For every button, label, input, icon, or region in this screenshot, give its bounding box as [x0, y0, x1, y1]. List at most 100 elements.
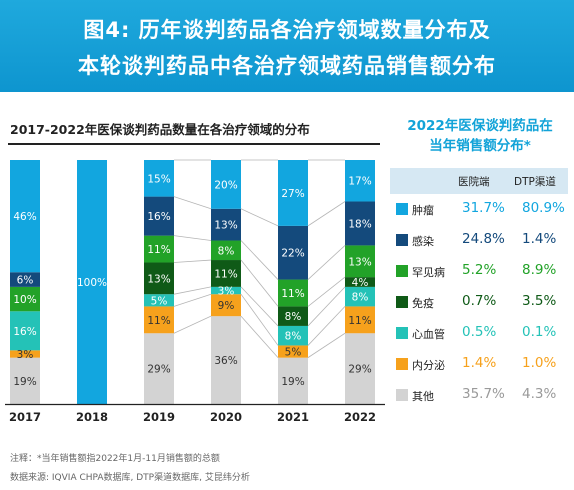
- data-label-2017-感染: 6%: [17, 275, 34, 287]
- legend-swatch-内分泌: [396, 358, 408, 370]
- bar-segment-2019-内分泌: [144, 306, 174, 334]
- dtp-share-value: 1.0%: [522, 355, 557, 371]
- bar-segment-2019-感染: [144, 196, 174, 236]
- connector-其他-2021-2022: [307, 332, 346, 358]
- data-label-2019-罕见病: 11%: [147, 244, 170, 256]
- connector-心血管-2019-2020: [173, 286, 212, 295]
- banner-title-line-2: 本轮谈判药品中各治疗领域药品销售额分布: [78, 54, 496, 78]
- data-label-2021-免疫: 8%: [285, 311, 302, 323]
- row-category-label: 感染: [412, 235, 434, 248]
- hospital-share-value: 0.5%: [462, 324, 497, 340]
- bar-segment-2022-罕见病: [345, 245, 375, 278]
- data-label-2019-感染: 16%: [147, 211, 170, 223]
- connector-内分泌-2021-2022: [307, 306, 346, 346]
- row-category-label: 罕见病: [412, 266, 445, 279]
- footnote-note: 注释：*当年销售额指2022年1月-11月销售额的总额: [10, 454, 220, 464]
- bar-segment-2017-内分泌: [10, 350, 40, 358]
- bar-segment-2022-内分泌: [345, 306, 375, 334]
- sales-table-title: 2022年医保谈判药品在 当年销售额分布*: [390, 116, 570, 156]
- title-banner: 图4: 历年谈判药品各治疗领域数量分布及 本轮谈判药品中各治疗领域药品销售额分布: [0, 0, 574, 92]
- hospital-share-value: 1.4%: [462, 355, 497, 371]
- legend-swatch-心血管: [396, 327, 408, 339]
- dtp-share-value: 4.3%: [522, 386, 557, 402]
- data-label-2022-其他: 29%: [348, 364, 371, 376]
- bar-segment-2020-内分泌: [211, 294, 241, 317]
- dtp-share-value: 3.5%: [522, 293, 557, 309]
- data-label-2018-肿瘤: 100%: [77, 277, 107, 289]
- legend-swatch-免疫: [396, 296, 408, 308]
- dtp-share-value: 1.4%: [522, 231, 557, 247]
- bar-segment-2020-肿瘤: [211, 160, 241, 209]
- bar-segment-2021-其他: [278, 357, 308, 404]
- bar-segment-2019-心血管: [144, 294, 174, 307]
- chart-title: 2017-2022年医保谈判药品数量在各治疗领域的分布: [10, 122, 310, 137]
- row-category-label: 其他: [412, 390, 434, 403]
- connector-免疫-2021-2022: [307, 276, 346, 307]
- table-row: 罕见病 5.2% 8.9%: [390, 256, 568, 287]
- connector-内分泌-2020-2021: [240, 293, 279, 346]
- hospital-share-value: 24.8%: [462, 231, 505, 247]
- legend-swatch-其他: [396, 389, 408, 401]
- legend-swatch-感染: [396, 234, 408, 246]
- footnote-source: 数据来源: IQVIA CHPA数据库, DTP渠道数据库, 艾昆纬分析: [10, 473, 250, 483]
- chart-title-divider: [8, 143, 380, 145]
- data-label-2020-内分泌: 9%: [218, 300, 235, 312]
- table-row: 其他 35.7% 4.3%: [390, 380, 568, 411]
- dtp-share-value: 8.9%: [522, 262, 557, 278]
- hospital-share-value: 31.7%: [462, 200, 505, 216]
- data-label-2020-心血管: 3%: [218, 286, 235, 298]
- bar-segment-2021-肿瘤: [278, 160, 308, 226]
- bar-segment-2021-内分泌: [278, 345, 308, 358]
- data-label-2021-感染: 22%: [281, 248, 304, 260]
- table-row: 内分泌 1.4% 1.0%: [390, 349, 568, 380]
- data-label-2022-心血管: 8%: [352, 292, 369, 304]
- connector-免疫-2020-2021: [240, 259, 279, 307]
- data-label-2021-肿瘤: 27%: [281, 188, 304, 200]
- x-tick-label-2020: 2020: [210, 410, 242, 424]
- sales-table-header: 医院端 DTP渠道: [390, 168, 568, 194]
- bar-segment-2020-其他: [211, 316, 241, 404]
- bar-segment-2017-感染: [10, 272, 40, 287]
- table-row: 感染 24.8% 1.4%: [390, 225, 568, 256]
- connector-罕见病-2021-2022: [307, 245, 346, 280]
- connector-内分泌-2019-2020: [173, 293, 212, 307]
- connector-罕见病-2020-2021: [240, 240, 279, 280]
- bar-segment-2019-其他: [144, 333, 174, 404]
- row-category-label: 肿瘤: [412, 204, 434, 217]
- x-tick-label-2021: 2021: [277, 410, 309, 424]
- stacked-bar-chart: 19% 3% 16% 10% 6% 46% 100% 29% 11% 5% 13% 11% 16% 15%…: [5, 159, 385, 424]
- column-header-hospital: 医院端: [458, 176, 490, 188]
- bar-segment-2021-心血管: [278, 325, 308, 346]
- connector-心血管-2020-2021: [240, 286, 279, 327]
- row-category-label: 心血管: [412, 328, 445, 341]
- bar-segment-2022-心血管: [345, 286, 375, 307]
- data-label-2021-心血管: 8%: [285, 331, 302, 343]
- bar-segment-2017-心血管: [10, 311, 40, 351]
- bar-segment-2021-感染: [278, 225, 308, 280]
- hospital-share-value: 0.7%: [462, 293, 497, 309]
- data-label-2021-罕见病: 11%: [281, 288, 304, 300]
- hospital-share-value: 35.7%: [462, 386, 505, 402]
- data-label-2019-内分泌: 11%: [147, 315, 170, 327]
- bar-segment-2020-免疫: [211, 260, 241, 287]
- bar-segment-2018-肿瘤: [77, 160, 107, 404]
- bar-segment-2022-肿瘤: [345, 160, 375, 202]
- data-label-2021-其他: 19%: [281, 376, 304, 388]
- legend-swatch-罕见病: [396, 265, 408, 277]
- data-label-2021-内分泌: 5%: [285, 347, 302, 359]
- data-label-2020-免疫: 11%: [214, 268, 237, 280]
- bar-segment-2021-免疫: [278, 306, 308, 326]
- data-label-2020-肿瘤: 20%: [214, 179, 237, 191]
- data-label-2022-肿瘤: 17%: [348, 176, 371, 188]
- legend-swatch-肿瘤: [396, 203, 408, 215]
- data-label-2020-罕见病: 8%: [218, 245, 235, 257]
- table-row: 心血管 0.5% 0.1%: [390, 318, 568, 349]
- data-label-2017-肿瘤: 46%: [13, 211, 36, 223]
- data-label-2019-肿瘤: 15%: [147, 173, 170, 185]
- bar-segment-2019-肿瘤: [144, 160, 174, 197]
- row-category-label: 内分泌: [412, 359, 445, 372]
- connector-其他-2019-2020: [173, 315, 212, 334]
- sales-table-title-line-1: 2022年医保谈判药品在: [407, 118, 553, 134]
- connector-感染-2019-2020: [173, 196, 212, 210]
- data-label-2022-感染: 18%: [348, 218, 371, 230]
